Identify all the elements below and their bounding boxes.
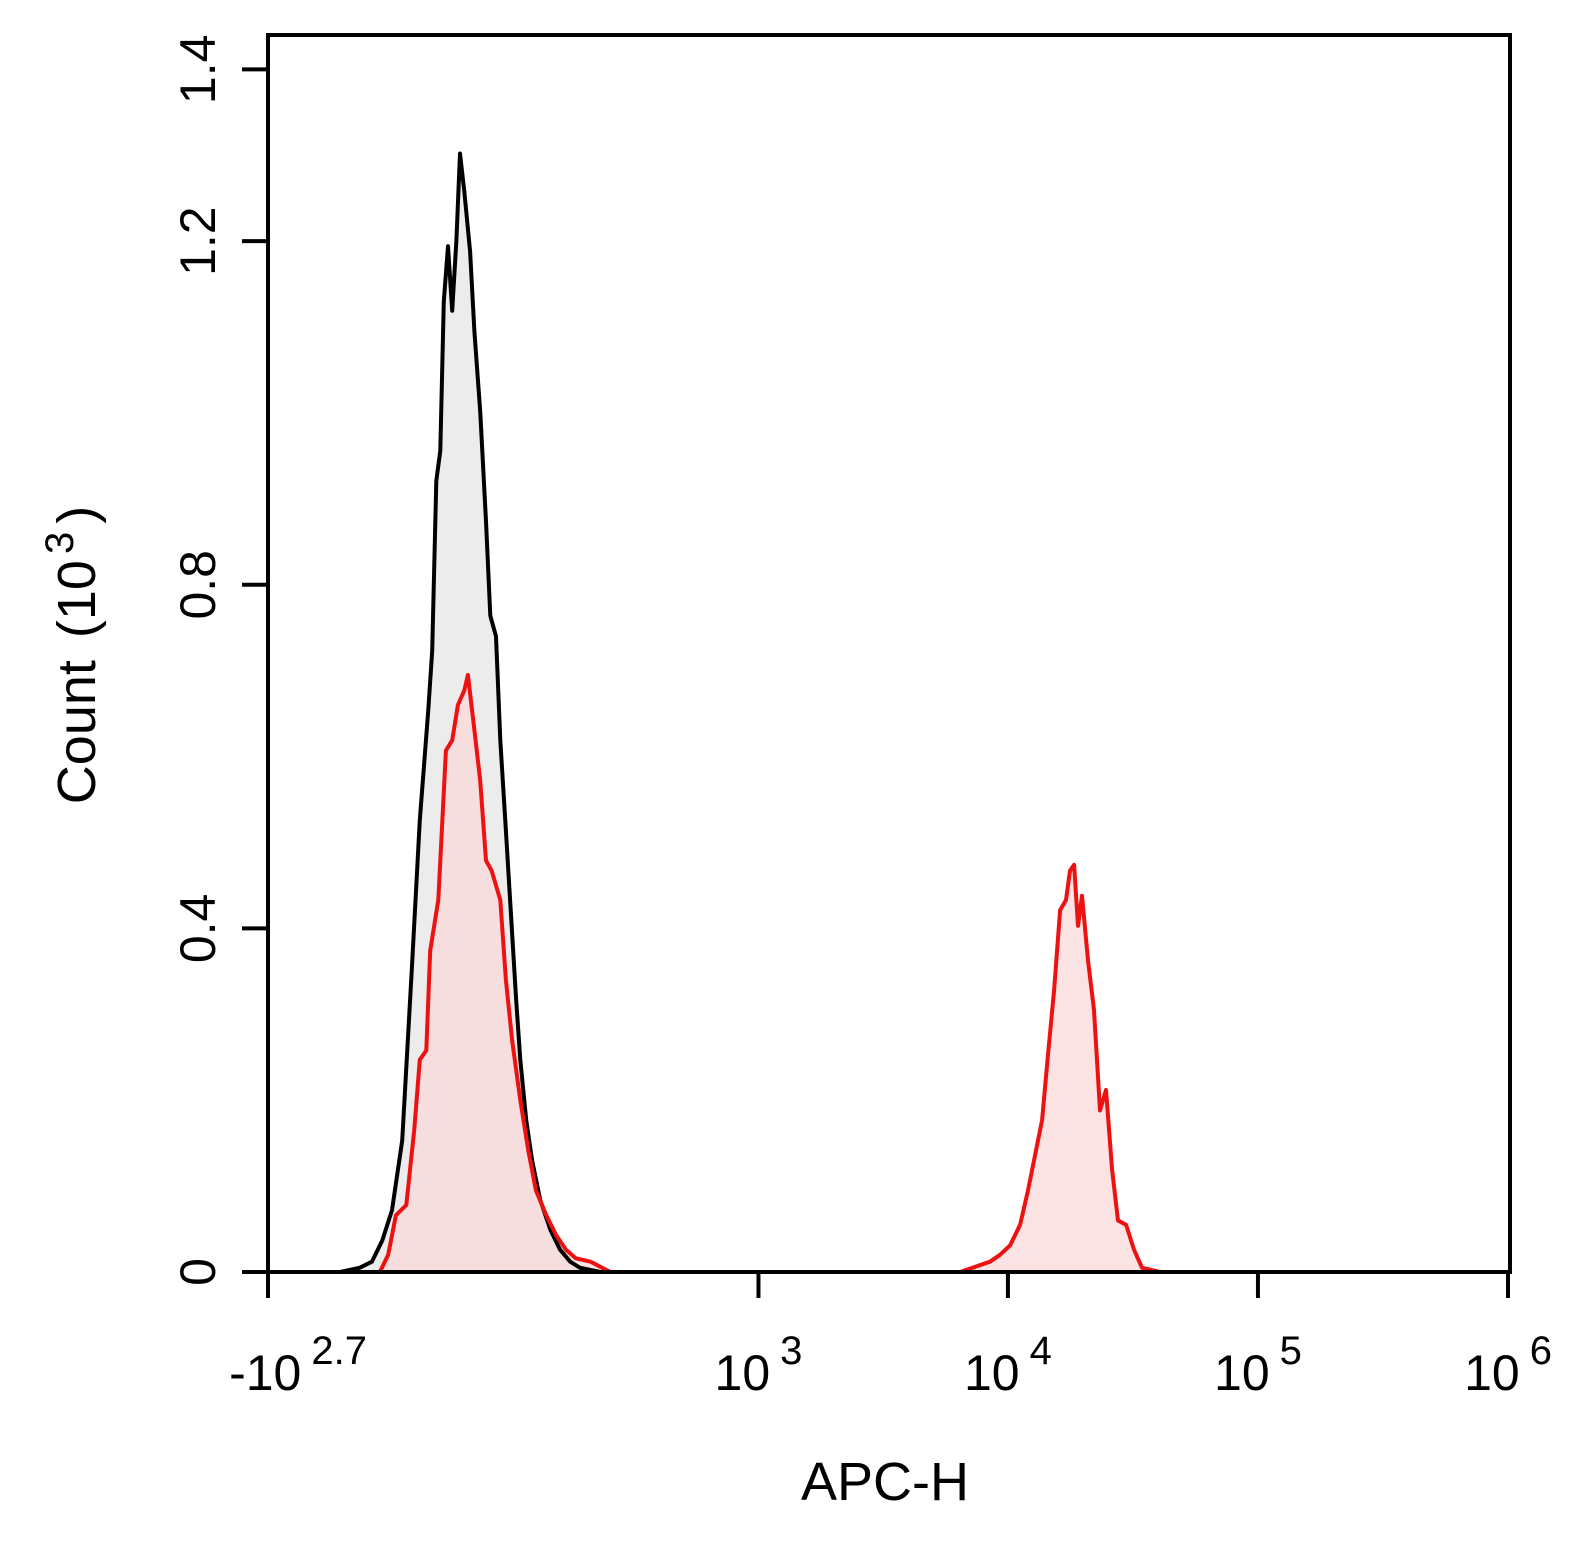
x-tick-base: 10 <box>1214 1345 1270 1401</box>
area-fill <box>379 675 1160 1272</box>
y-tick-label: 0.4 <box>170 894 226 964</box>
x-tick-exponent: 3 <box>780 1329 802 1373</box>
y-tick-label: 1.4 <box>170 35 226 105</box>
x-tick-label: 10 6 <box>1464 1329 1552 1401</box>
x-tick-label: -10 2.7 <box>229 1329 367 1401</box>
histogram-line <box>378 673 1161 1274</box>
y-tick-label: 1.2 <box>170 206 226 276</box>
x-tick-exponent: 6 <box>1530 1329 1552 1373</box>
x-tick-label: 10 3 <box>715 1329 803 1401</box>
y-tick-label: 0 <box>170 1258 226 1286</box>
y-axis-unit-close: ) <box>47 506 107 524</box>
x-tick-label: 10 4 <box>964 1329 1052 1401</box>
x-axis-title: APC-H <box>801 1452 969 1512</box>
x-tick-label: 10 5 <box>1214 1329 1302 1401</box>
plot-frame <box>266 33 1512 1274</box>
y-axis-title: Count (10 3) <box>38 506 107 804</box>
y-axis-unit: (10 <box>47 560 107 638</box>
y-axis-title-text: Count <box>47 660 107 804</box>
x-tick-exponent: 2.7 <box>311 1329 367 1373</box>
x-tick-base: 10 <box>715 1345 771 1401</box>
x-tick-base: -10 <box>229 1345 301 1401</box>
x-tick-exponent: 5 <box>1280 1329 1302 1373</box>
x-tick-base: 10 <box>964 1345 1020 1401</box>
y-axis-unit-exp: 3 <box>38 532 82 554</box>
x-tick-exponent: 4 <box>1030 1329 1052 1373</box>
x-tick-base: 10 <box>1464 1345 1520 1401</box>
y-tick-label: 0.8 <box>170 550 226 620</box>
